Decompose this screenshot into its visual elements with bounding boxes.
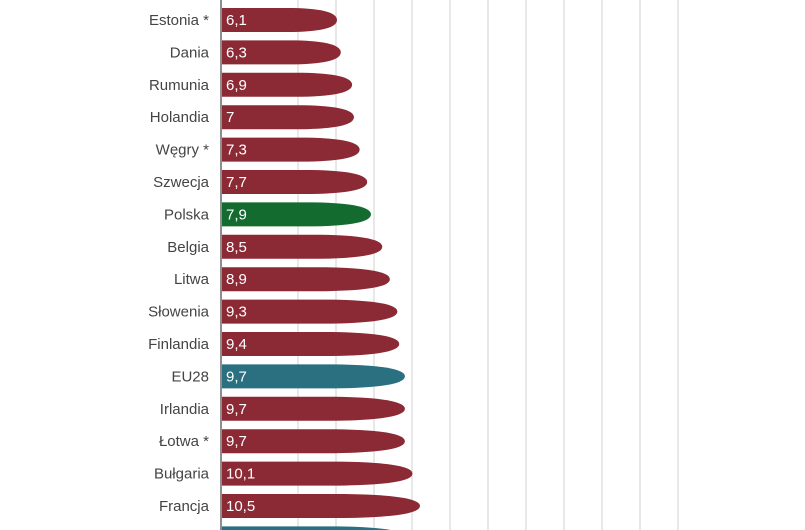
- category-label: Estonia *: [149, 12, 209, 29]
- bar-łotwa: [222, 429, 405, 454]
- category-label: Francja: [159, 498, 210, 515]
- category-label: EU28: [171, 368, 209, 385]
- value-label: 9,7: [226, 433, 247, 450]
- value-label: 9,7: [226, 368, 247, 385]
- value-label: 10,5: [226, 498, 255, 515]
- bar-polska: [222, 202, 371, 227]
- bar-irlandia: [222, 396, 405, 421]
- bar-dania: [222, 40, 341, 65]
- category-label: Polska: [164, 206, 210, 223]
- value-label: 6,1: [226, 12, 247, 29]
- bar-bułgaria: [222, 461, 413, 486]
- bar-rumunia: [222, 72, 353, 97]
- category-label: Belgia: [167, 239, 209, 256]
- value-label: 9,4: [226, 336, 247, 353]
- category-label: Holandia: [150, 109, 210, 126]
- category-label: Rumunia: [149, 77, 210, 94]
- bar-finlandia: [222, 332, 400, 356]
- value-label: 9,7: [226, 401, 247, 418]
- bar-szwecja: [222, 170, 368, 194]
- value-label: 6,9: [226, 77, 247, 94]
- value-label: 8,9: [226, 271, 247, 288]
- bar-partial-next: [222, 526, 391, 530]
- bar-litwa: [222, 267, 390, 292]
- value-label: 7,3: [226, 142, 247, 159]
- bar-eu28: [222, 364, 405, 389]
- value-label: 10,1: [226, 466, 255, 483]
- value-label: 6,3: [226, 44, 247, 61]
- category-label: Dania: [170, 44, 210, 61]
- category-label: Łotwa *: [159, 433, 209, 450]
- bar-holandia: [222, 105, 354, 130]
- value-label: 7: [226, 109, 234, 126]
- category-label: Szwecja: [153, 174, 210, 191]
- category-label: Bułgaria: [154, 466, 210, 483]
- category-label: Finlandia: [148, 336, 210, 353]
- value-label: 8,5: [226, 239, 247, 256]
- category-label: Słowenia: [148, 304, 210, 321]
- category-label: Litwa: [174, 271, 210, 288]
- category-label: Węgry *: [156, 142, 210, 159]
- value-label: 7,9: [226, 206, 247, 223]
- bar-francja: [222, 494, 420, 518]
- bar-węgry: [222, 137, 360, 162]
- value-label: 9,3: [226, 304, 247, 321]
- bar-estonia: [222, 8, 337, 32]
- category-label: Irlandia: [160, 401, 210, 418]
- bar-belgia: [222, 234, 383, 259]
- bar-słowenia: [222, 299, 398, 324]
- value-label: 7,7: [226, 174, 247, 191]
